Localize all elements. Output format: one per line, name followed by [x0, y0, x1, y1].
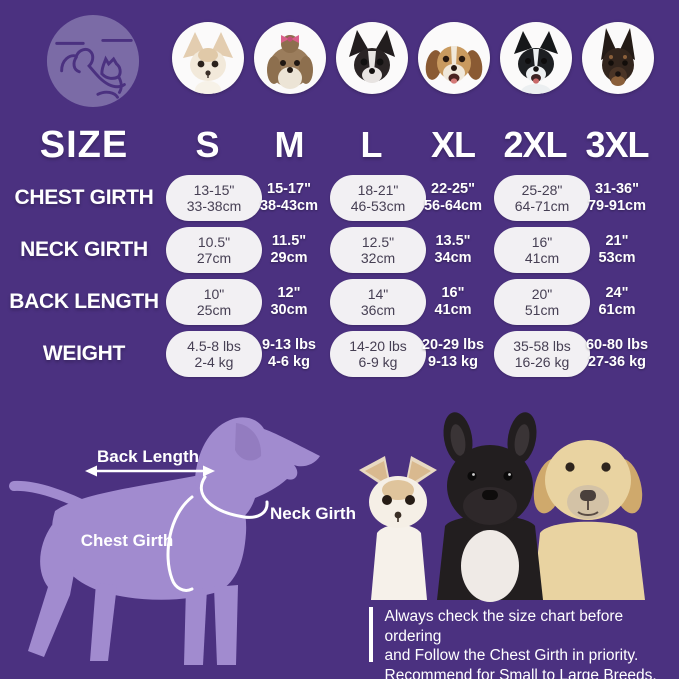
- note-line-2: and Follow the Chest Girth in priority.: [384, 647, 639, 664]
- back-length-s: 10" 25cm: [166, 279, 262, 325]
- measurement-diagram: Back Length Neck Girth Chest Girth: [9, 417, 356, 665]
- note-line-3: Recommend for Small to Large Breeds.: [384, 666, 657, 679]
- column-header-l: L: [360, 124, 383, 165]
- chest-girth-label: Chest Girth: [81, 531, 174, 550]
- back-length-2xl: 20" 51cm: [494, 279, 590, 325]
- chihuahua-icon: [183, 32, 233, 94]
- dog-and-cat-logo-icon: [46, 14, 140, 108]
- weight-m: 9-13 lbs 4-6 kg: [262, 337, 316, 370]
- column-header-3xl: 3XL: [585, 124, 649, 165]
- border-collie-icon: [514, 31, 558, 94]
- french-bulldog-figure: [437, 412, 543, 602]
- breed-photo-beagle: [418, 22, 490, 94]
- note-line-1: Always check the size chart before order…: [384, 608, 624, 645]
- weight-3xl: 60-80 lbs 27-36 kg: [585, 337, 649, 370]
- breed-photo-shih-tzu: [254, 22, 326, 94]
- shih-tzu-icon: [267, 35, 313, 89]
- sizing-note: Always check the size chart before order…: [369, 607, 669, 679]
- chihuahua-figure: [359, 456, 437, 600]
- breed-photo-chihuahua: [172, 22, 244, 94]
- note-accent-bar: [369, 607, 373, 662]
- beagle-icon: [425, 46, 483, 84]
- breed-photo-border-collie: [500, 22, 572, 94]
- weight-2xl: 35-58 lbs 16-26 kg: [494, 331, 590, 377]
- neck-girth-3xl: 21" 53cm: [598, 233, 636, 266]
- breed-photo-boston-terrier: [336, 22, 408, 94]
- back-length-xl: 16" 41cm: [434, 285, 472, 318]
- doberman-icon: [601, 28, 635, 86]
- neck-girth-xl: 13.5" 34cm: [434, 233, 472, 266]
- column-header-s: S: [195, 124, 219, 165]
- neck-girth-2xl: 16" 41cm: [494, 227, 590, 273]
- weight-s: 4.5-8 lbs 2-4 kg: [166, 331, 262, 377]
- back-length-l: 14" 36cm: [330, 279, 426, 325]
- boston-terrier-icon: [349, 30, 395, 83]
- size-header: SIZE: [39, 123, 129, 166]
- chest-girth-line: [166, 495, 194, 592]
- chest-girth-xl: 22-25" 56-64cm: [423, 181, 483, 214]
- weight-xl: 20-29 lbs 9-13 kg: [421, 337, 485, 370]
- size-table: SIZE S M L XL 2XL 3XL CHEST GIRTH 13-15"…: [2, 118, 658, 380]
- dogs-photo: [359, 412, 645, 602]
- neck-girth-m: 11.5" 29cm: [270, 233, 308, 266]
- column-header-2xl: 2XL: [503, 124, 567, 165]
- neck-girth-line: [199, 475, 269, 519]
- chest-girth-m: 15-17" 38-43cm: [259, 181, 319, 214]
- breed-photo-doberman: [582, 22, 654, 94]
- back-length-m: 12" 30cm: [270, 285, 308, 318]
- labrador-figure: [533, 440, 645, 600]
- chest-girth-l: 18-21" 46-53cm: [330, 175, 426, 221]
- row-label-weight: WEIGHT: [42, 342, 126, 365]
- back-length-label: Back Length: [97, 447, 199, 466]
- neck-girth-label: Neck Girth: [270, 504, 356, 523]
- column-header-m: M: [274, 124, 305, 165]
- row-label-back-length: BACK LENGTH: [9, 290, 159, 313]
- neck-girth-l: 12.5" 32cm: [330, 227, 426, 273]
- weight-l: 14-20 lbs 6-9 kg: [330, 331, 426, 377]
- column-header-xl: XL: [430, 124, 476, 165]
- back-length-3xl: 24" 61cm: [598, 285, 636, 318]
- chest-girth-2xl: 25-28" 64-71cm: [494, 175, 590, 221]
- neck-girth-s: 10.5" 27cm: [166, 227, 262, 273]
- row-label-neck-girth: NECK GIRTH: [20, 238, 148, 261]
- row-label-chest-girth: CHEST GIRTH: [14, 186, 154, 209]
- chest-girth-3xl: 31-36" 79-91cm: [587, 181, 647, 214]
- chest-girth-s: 13-15" 33-38cm: [166, 175, 262, 221]
